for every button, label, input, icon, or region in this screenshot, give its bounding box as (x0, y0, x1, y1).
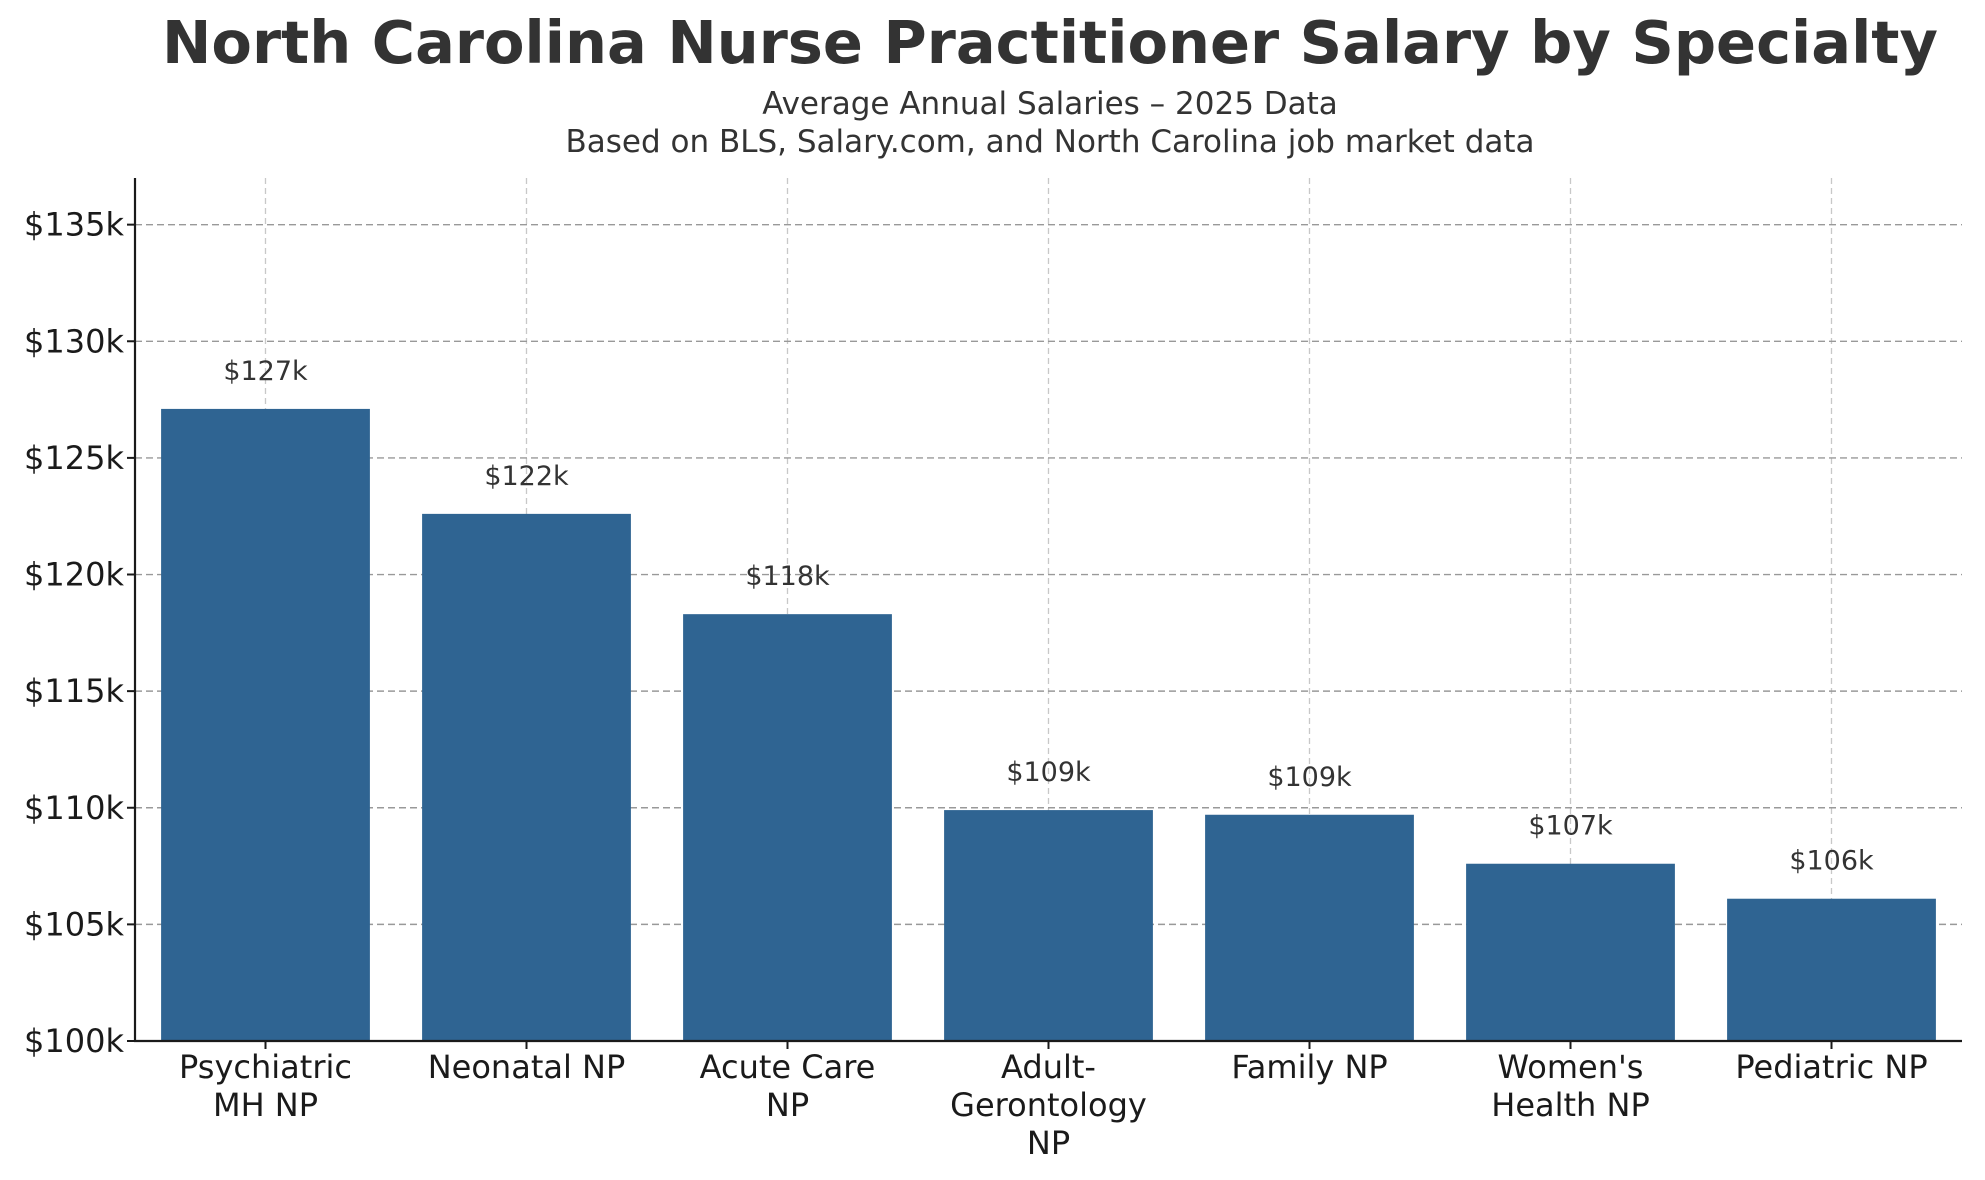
x-tick-label: Family NP (1231, 1048, 1387, 1086)
bar (1727, 898, 1936, 1041)
x-tick-label: Adult-Gerontology NP (950, 1048, 1147, 1162)
y-tick-label: $115k (24, 672, 124, 710)
x-tick-label: Neonatal NP (428, 1048, 626, 1086)
bar (422, 513, 631, 1041)
y-tick-label: $120k (24, 556, 124, 594)
x-tick-label: Acute Care NP (700, 1048, 876, 1124)
bar-value-label: $109k (1267, 762, 1352, 793)
x-axis-ticks: Psychiatric MH NP Neonatal NP Acute Care NP A… (179, 1041, 1928, 1162)
bar (683, 614, 892, 1041)
bar (161, 408, 370, 1042)
bar (944, 810, 1153, 1041)
y-tick-label: $105k (24, 905, 124, 943)
chart-title: North Carolina Nurse Practitioner Salary… (162, 8, 1938, 77)
x-tick-label: Pediatric NP (1735, 1048, 1927, 1086)
bar (1466, 863, 1675, 1041)
data-labels: $127k $122k $118k $109k $109k $107k $106k (223, 356, 1874, 877)
y-tick-label: $110k (24, 789, 124, 827)
y-tick-label: $135k (24, 206, 124, 244)
x-tick-label: Women's Health NP (1491, 1048, 1649, 1124)
y-axis-ticks: $100k $105k $110k $115k $120k $125k $130k $135k (24, 206, 135, 1060)
bar-value-label: $118k (745, 561, 830, 592)
bar (1205, 814, 1414, 1041)
bars (161, 408, 1936, 1042)
bar-value-label: $122k (484, 461, 569, 492)
chart-subtitle-line-2: Based on BLS, Salary.com, and North Caro… (565, 124, 1534, 160)
x-tick-label: Psychiatric MH NP (179, 1048, 352, 1124)
y-tick-label: $125k (24, 439, 124, 477)
bar-value-label: $107k (1528, 811, 1613, 842)
y-tick-label: $130k (24, 322, 124, 360)
y-tick-label: $100k (24, 1022, 124, 1060)
chart-subtitle-line-1: Average Annual Salaries – 2025 Data (762, 86, 1338, 122)
bar-value-label: $109k (1006, 757, 1091, 788)
bar-value-label: $106k (1789, 846, 1874, 877)
bar-value-label: $127k (223, 356, 308, 387)
